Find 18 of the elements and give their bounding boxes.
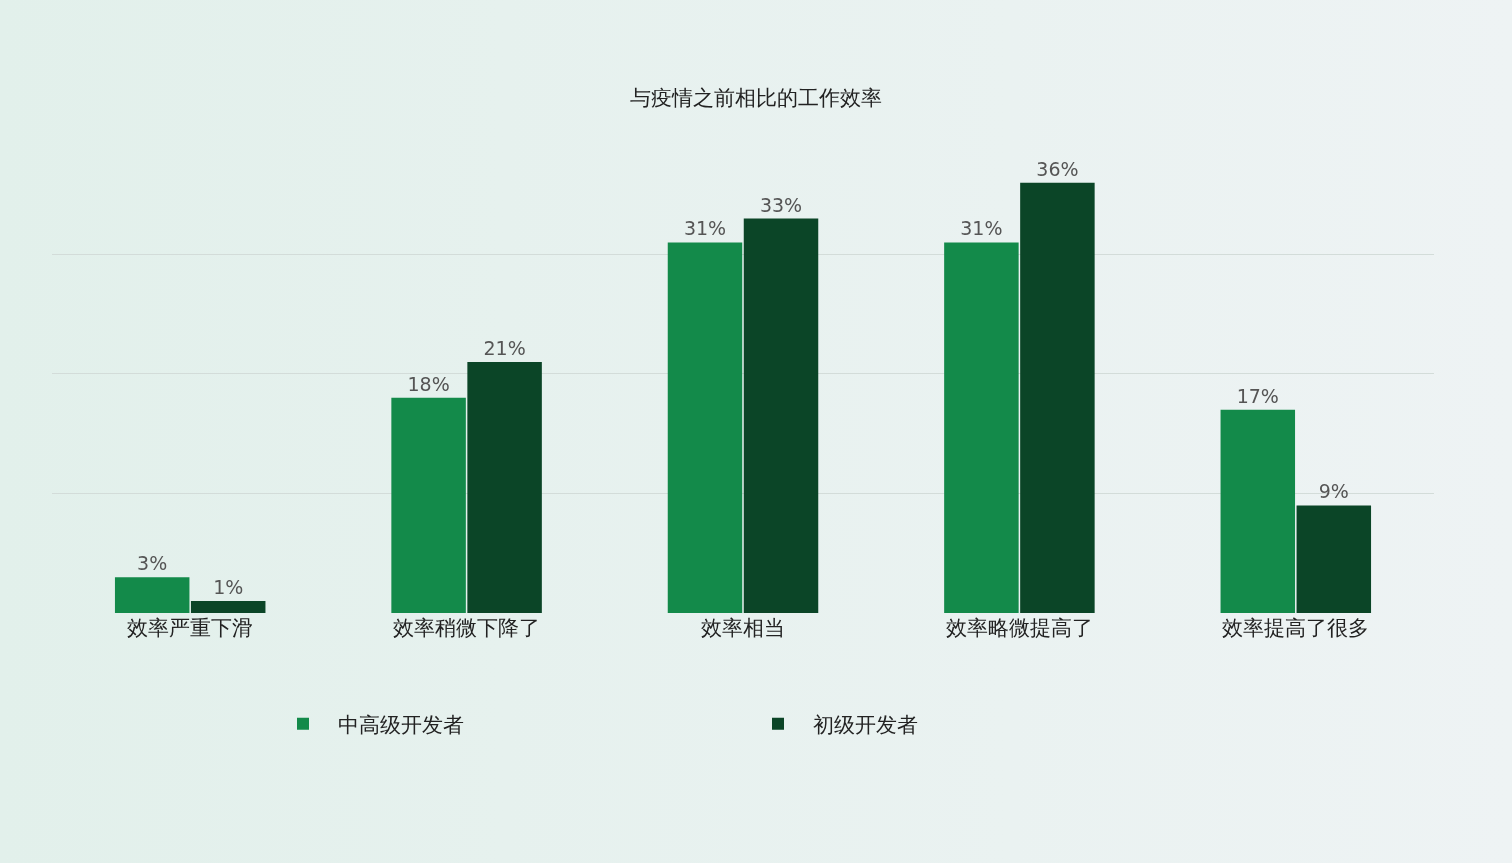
chart-title: 与疫情之前相比的工作效率 [630,86,882,111]
x-tick-label: 效率相当 [701,616,785,640]
data-label: 21% [483,336,526,359]
x-tick-label: 效率提高了很多 [1222,616,1370,640]
data-label: 1% [213,576,244,599]
legend-label: 中高级开发者 [338,712,464,737]
legend-label: 初级开发者 [813,712,918,737]
data-label: 36% [1036,157,1079,180]
data-label: 33% [759,193,803,216]
data-label: 31% [683,217,727,240]
data-label: 31% [960,217,1003,240]
data-label: 9% [1318,480,1349,503]
x-tick-label: 效率严重下滑 [127,616,254,640]
data-label: 3% [137,552,168,575]
x-tick-label: 效率略微提高了 [945,616,1093,640]
data-label: 18% [407,372,450,395]
x-tick-label: 效率稍微下降了 [393,616,541,640]
data-label: 17% [1236,384,1279,407]
